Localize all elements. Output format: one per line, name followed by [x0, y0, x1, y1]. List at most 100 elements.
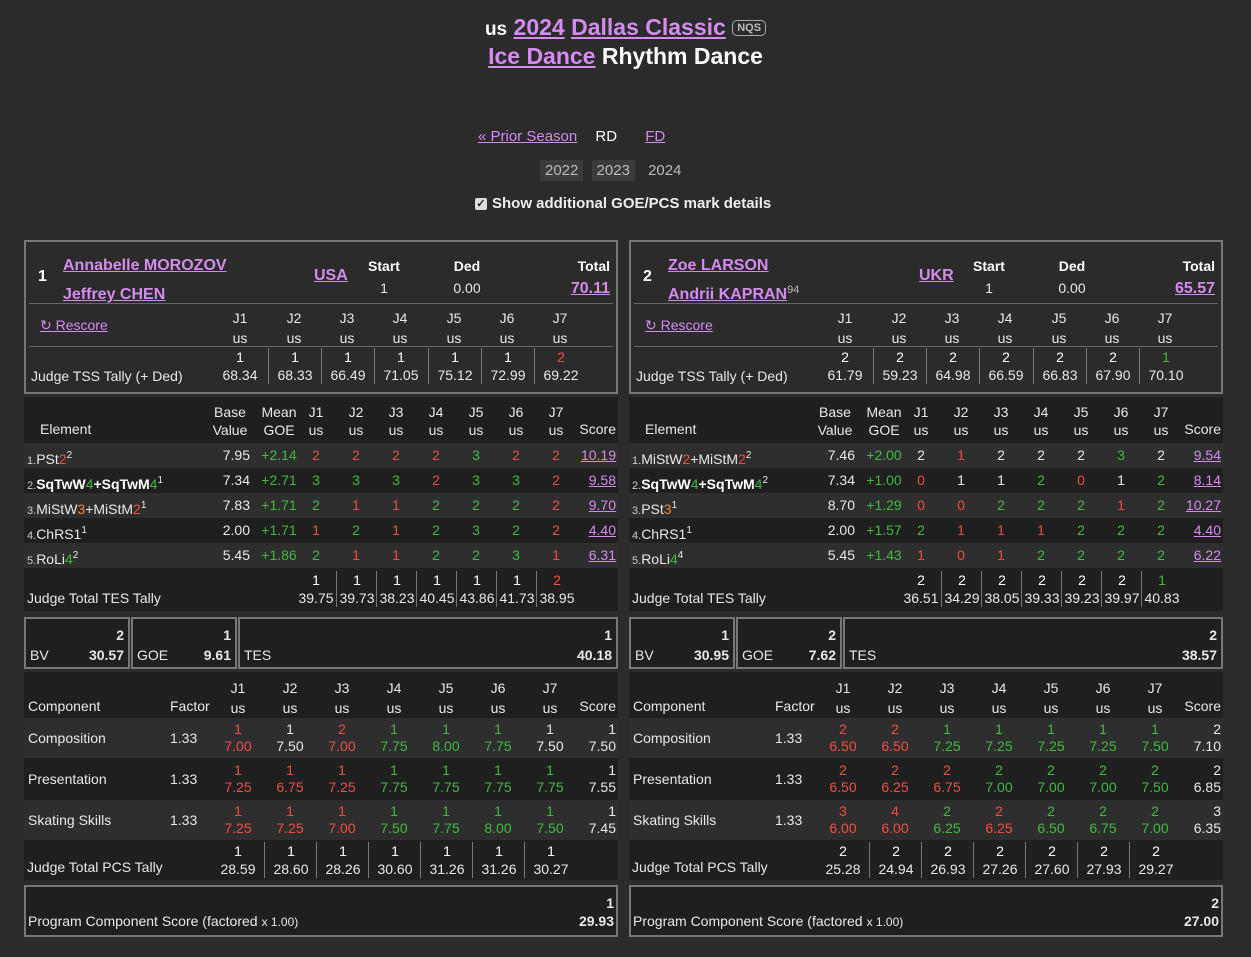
element-score-link[interactable]: 6.22	[1193, 547, 1221, 563]
goe-box: GOE 1 9.61	[131, 617, 237, 669]
checkbox-icon[interactable]: ✓	[475, 198, 487, 210]
tes-rank: 2	[917, 572, 925, 588]
element-code-part: 2	[133, 501, 141, 517]
pcs-rank: 1	[442, 803, 450, 819]
skater-name-link[interactable]: Zoe LARSON	[668, 257, 769, 274]
tss-value: 67.90	[1095, 367, 1131, 383]
year-2024[interactable]: 2024	[648, 162, 682, 179]
base-value: 7.83	[222, 497, 250, 513]
tss-value: 64.98	[935, 367, 971, 383]
element-row: 1.MiStW2+MiStM22 7.46 +2.00 2 1 2 2 2 3 2 9.54	[629, 443, 1223, 468]
event-link[interactable]: Dallas Classic	[571, 14, 726, 40]
pcs-value: 7.00	[1037, 779, 1065, 795]
tss-tally-cell: 1 68.33	[268, 348, 321, 384]
tes-value: 41.73	[499, 590, 535, 606]
value-label: Value	[817, 422, 853, 438]
element-score-link[interactable]: 8.14	[1193, 472, 1221, 488]
judge-label: J2	[891, 310, 907, 326]
partner-name-link[interactable]: Jeffrey CHEN	[63, 286, 166, 303]
judge-label: J1	[230, 680, 246, 696]
tss-rank: 1	[504, 349, 512, 365]
element-score-link[interactable]: 9.70	[588, 497, 616, 513]
base-header: Base Value	[210, 403, 250, 439]
tss-rank: 2	[1002, 349, 1010, 365]
total-score-link[interactable]: 70.11	[570, 280, 610, 297]
start-column: Start 1	[954, 255, 1024, 299]
goe-mark: 2	[432, 547, 440, 563]
element-row: 3.PSt31 8.70 +1.29 0 0 2 2 2 1 2 10.27	[629, 493, 1223, 518]
element-score-link[interactable]: 9.58	[588, 472, 616, 488]
element-score-link[interactable]: 9.54	[1193, 447, 1221, 463]
component-name: Skating Skills	[28, 812, 112, 828]
element-score-link[interactable]: 4.40	[588, 522, 616, 538]
judge-country: us	[913, 422, 929, 438]
discipline-link[interactable]: Ice Dance	[488, 43, 596, 69]
mean-goe: +2.00	[866, 447, 902, 463]
pcs-mark: 2 6.25	[973, 803, 1025, 837]
tes-rank: 1	[312, 572, 320, 588]
goe-mark: 0	[917, 497, 925, 513]
tss-tally-cell: 2 69.22	[534, 348, 587, 384]
pcs-tally-cell: 1 28.60	[264, 842, 317, 878]
judge-label: J4	[386, 680, 402, 696]
bv-box-value: 30.95	[693, 647, 729, 663]
prior-season-link[interactable]: « Prior Season	[478, 128, 578, 145]
goe-mark: 2	[552, 472, 560, 488]
element-name: 1.PSt22	[27, 443, 72, 474]
judge-country: us	[1157, 330, 1173, 346]
rescore-link[interactable]: ↻ Rescore	[645, 317, 713, 333]
judge-country: us	[1033, 422, 1049, 438]
goe-mark: 3	[472, 522, 480, 538]
tes-tally-cell: 1 40.45	[416, 571, 457, 607]
total-score-link[interactable]: 65.57	[1174, 280, 1215, 297]
pcs-value: 7.25	[276, 820, 304, 836]
pcs-value: 6.25	[881, 779, 909, 795]
element-code-part: +MiStM	[85, 501, 134, 517]
goe-mark: 3	[392, 472, 400, 488]
tes-value: 38.05	[984, 590, 1020, 606]
element-score-link[interactable]: 4.40	[1193, 522, 1221, 538]
judge-header: J4 us	[979, 308, 1031, 348]
pcs-value: 7.00	[985, 779, 1013, 795]
tss-tally-cell: 2 59.23	[873, 348, 926, 384]
judge-header: J3 us	[927, 678, 967, 718]
pcs-tally-cell: 1 28.59	[212, 842, 264, 878]
partner-name-link[interactable]: Andrii KAPRAN	[668, 286, 788, 303]
year-2022[interactable]: 2022	[540, 160, 584, 181]
element-score-link[interactable]: 10.19	[580, 447, 616, 463]
pcs-tally-cell: 2 25.28	[817, 842, 869, 878]
details-checkbox[interactable]: ✓ Show additional GOE/PCS mark details	[475, 195, 771, 212]
element-code-part: 4	[690, 476, 699, 492]
judge-label: J7	[1157, 310, 1173, 326]
element-name: 4.ChRS11	[632, 518, 692, 549]
pcs-rank: 2	[943, 803, 951, 819]
factor-header: Factor	[170, 698, 210, 714]
pcs-tally-rank: 2	[996, 843, 1004, 859]
bv-box-label: BV	[635, 647, 654, 663]
skater-name-link[interactable]: Annabelle MOROZOV	[63, 257, 227, 274]
year-2023[interactable]: 2023	[591, 160, 635, 181]
year-link[interactable]: 2024	[513, 14, 565, 40]
bv-box-label: BV	[30, 647, 49, 663]
mean-goe: +2.14	[261, 447, 297, 463]
tss-value: 68.34	[222, 367, 258, 383]
element-number: 1.	[632, 455, 642, 467]
pcs-rank: 2	[1151, 803, 1159, 819]
element-score-link[interactable]: 6.31	[588, 547, 616, 563]
pcs-rank: 1	[286, 803, 294, 819]
pcs-mark: 1 7.25	[1077, 721, 1129, 755]
judge-country: us	[308, 422, 324, 438]
rescore-link[interactable]: ↻ Rescore	[40, 317, 108, 333]
pcs-rank: 1	[494, 721, 502, 737]
element-row: 3.MiStW3+MiStM21 7.83 +1.71 2 1 1 2 2 2 2 9.70	[24, 493, 618, 518]
goe-mark: 2	[432, 472, 440, 488]
bv-box-value: 30.57	[88, 647, 124, 663]
country-link[interactable]: UKR	[919, 267, 954, 284]
element-score-link[interactable]: 10.27	[1185, 497, 1221, 513]
pcs-total-box: Program Component Score (factored x 1.00)…	[629, 885, 1223, 937]
pcs-rank: 1	[1099, 721, 1107, 737]
tss-value: 69.22	[543, 367, 579, 383]
country-link[interactable]: USA	[314, 267, 348, 284]
tes-value: 39.97	[1104, 590, 1140, 606]
fd-link[interactable]: FD	[645, 128, 666, 145]
